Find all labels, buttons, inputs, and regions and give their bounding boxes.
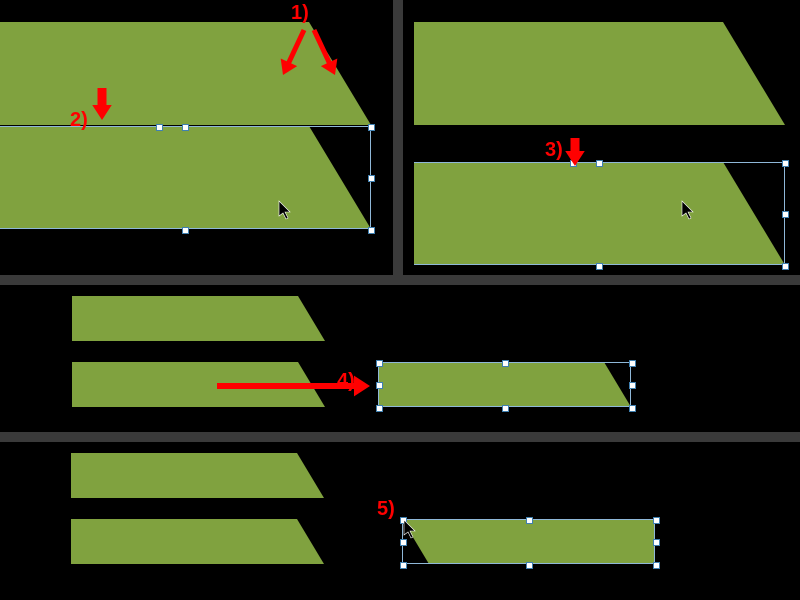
selection-handle[interactable] xyxy=(400,562,407,569)
shape-p5-moved[interactable] xyxy=(402,519,655,564)
selection-handle[interactable] xyxy=(368,175,375,182)
shape-p4-moved[interactable] xyxy=(378,362,631,407)
selection-handle[interactable] xyxy=(400,539,407,546)
annotation-arrow xyxy=(565,138,585,166)
shape-p2-bottom[interactable] xyxy=(414,162,785,265)
selection-handle[interactable] xyxy=(629,382,636,389)
shape-p5-top[interactable] xyxy=(71,453,324,498)
shape-p2-top[interactable] xyxy=(414,22,785,125)
canvas: 1) 2) 3) 4) 5) xyxy=(0,0,800,600)
shape-p4-top[interactable] xyxy=(72,296,325,341)
annotation-label: 2) xyxy=(70,109,88,132)
selection-handle[interactable] xyxy=(782,160,789,167)
selection-handle[interactable] xyxy=(782,211,789,218)
panel-divider xyxy=(0,432,800,442)
selection-handle[interactable] xyxy=(629,360,636,367)
annotation-label: 1) xyxy=(291,2,309,25)
panel-divider xyxy=(0,275,800,285)
annotation-label: 3) xyxy=(545,139,563,162)
shape-p5-bot[interactable] xyxy=(71,519,324,564)
shape-p1-bottom[interactable] xyxy=(0,126,371,229)
shape-p1-top[interactable] xyxy=(0,22,371,125)
annotation-label: 5) xyxy=(377,498,395,521)
annotation-label: 4) xyxy=(337,370,355,393)
panel-divider xyxy=(393,0,403,275)
shape-p4-bot[interactable] xyxy=(72,362,325,407)
